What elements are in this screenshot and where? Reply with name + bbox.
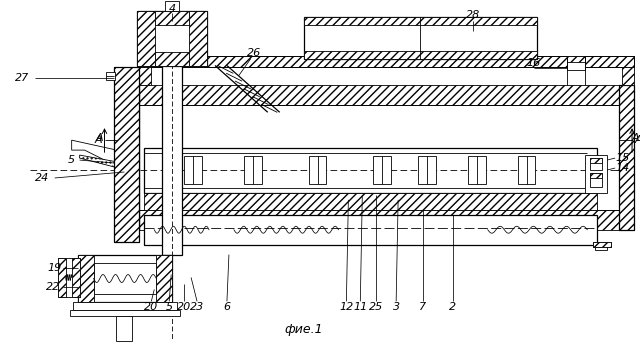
Bar (77, 255, 93, 302)
Bar (590, 173, 602, 187)
Bar (593, 242, 611, 247)
Text: 25: 25 (369, 302, 383, 312)
Bar (590, 158, 602, 170)
Bar (303, 17, 538, 59)
Bar (138, 11, 207, 66)
Text: 15: 15 (615, 153, 629, 163)
Bar (189, 11, 207, 66)
Bar (124, 86, 140, 230)
Bar (156, 255, 172, 302)
Bar (373, 156, 391, 184)
Text: 5: 5 (68, 155, 76, 165)
Text: 28: 28 (466, 10, 480, 20)
Bar (145, 148, 597, 193)
Bar (303, 51, 538, 59)
Bar (590, 173, 602, 178)
Text: 27: 27 (15, 73, 29, 83)
Text: 3: 3 (392, 302, 400, 312)
Text: 2: 2 (449, 302, 456, 312)
Bar (72, 258, 79, 297)
Text: 4: 4 (168, 4, 176, 14)
Text: A: A (96, 133, 103, 143)
Bar (567, 56, 585, 70)
Bar (140, 56, 634, 68)
Polygon shape (79, 155, 134, 175)
Bar (115, 68, 140, 242)
Text: A: A (631, 133, 639, 143)
Circle shape (164, 30, 180, 46)
Bar (58, 258, 79, 297)
Bar (163, 56, 182, 255)
Bar (585, 155, 607, 193)
Bar (165, 1, 179, 11)
Bar (58, 258, 66, 297)
Bar (418, 156, 436, 184)
Bar (106, 72, 115, 80)
Bar (140, 68, 151, 86)
Text: 20: 20 (177, 302, 191, 312)
Bar (244, 156, 262, 184)
Text: 23: 23 (190, 302, 204, 312)
Text: 24: 24 (35, 173, 49, 183)
Bar (184, 156, 202, 184)
Bar (593, 242, 611, 247)
Bar (595, 247, 607, 250)
Text: 16: 16 (526, 58, 541, 68)
Bar (303, 17, 538, 25)
Bar (70, 310, 180, 316)
Bar (619, 86, 634, 230)
Text: 22: 22 (45, 283, 60, 293)
Text: 19: 19 (47, 263, 62, 273)
Text: A: A (634, 135, 640, 145)
Bar (115, 68, 140, 242)
Bar (145, 215, 597, 245)
Bar (518, 156, 536, 184)
Bar (622, 68, 634, 86)
Bar (73, 302, 177, 311)
Bar (590, 158, 602, 163)
Text: 20: 20 (144, 302, 159, 312)
Text: 26: 26 (246, 48, 261, 58)
Bar (567, 56, 585, 61)
Bar (140, 86, 619, 105)
Bar (138, 11, 156, 66)
Text: 14: 14 (615, 163, 629, 173)
Bar (140, 210, 619, 230)
Bar (156, 11, 189, 25)
Bar (116, 316, 132, 341)
Bar (93, 263, 156, 294)
Bar (145, 193, 597, 210)
Polygon shape (72, 140, 140, 175)
Bar (156, 51, 189, 66)
Bar (140, 56, 634, 68)
Text: 6: 6 (223, 302, 230, 312)
Bar (308, 156, 326, 184)
Bar (124, 86, 140, 230)
Bar (77, 255, 172, 302)
Text: A: A (95, 135, 102, 145)
Text: фие.1: фие.1 (284, 323, 323, 336)
Bar (619, 86, 634, 230)
Text: 7: 7 (419, 302, 427, 312)
Text: 5: 5 (166, 302, 173, 312)
Text: 12: 12 (339, 302, 353, 312)
Bar (468, 156, 486, 184)
Text: 11: 11 (353, 302, 367, 312)
